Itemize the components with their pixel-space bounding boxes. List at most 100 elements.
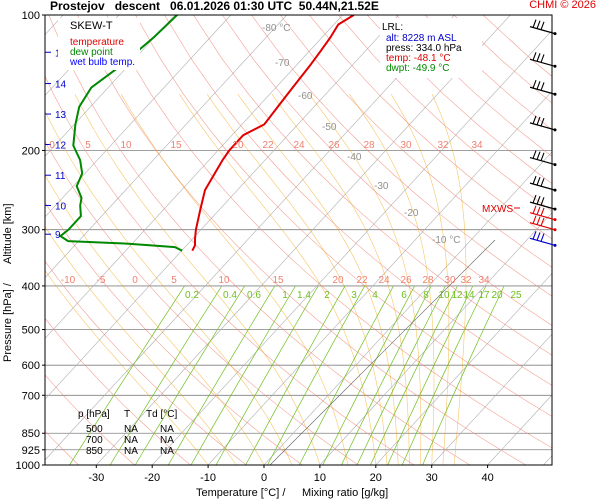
wind-barb-feather: [536, 81, 541, 90]
moist-adiabat-label: 28: [422, 275, 434, 286]
wind-barb-staff: [529, 182, 556, 191]
mixing-ratio-line: [267, 285, 366, 465]
dry-adiabat-label: -20: [404, 208, 419, 219]
wind-barb-feather: [540, 233, 545, 242]
moist-adiabat-label: 22: [356, 275, 368, 286]
wind-barb-feather: [536, 216, 541, 225]
moist-adiabat-line: [120, 94, 349, 465]
level-table: p [hPa] T Td [°C] 500 NA NA 700 NA NA 85…: [78, 409, 177, 457]
mixing-ratio-label: 17: [478, 290, 490, 301]
reference-line: [269, 239, 496, 465]
isotherm-line: [45, 15, 232, 218]
temperature-tick-label: 0: [261, 472, 267, 484]
legend-item-temperature: temperature: [70, 37, 124, 48]
legend-box: [58, 18, 140, 70]
wind-barb-feather: [536, 151, 541, 160]
mixing-ratio-label: 2: [324, 290, 330, 301]
y-axis-title-pressure: Pressure [hPa] /: [2, 282, 14, 362]
wind-barb: [529, 19, 557, 36]
mxws-label: MXWS: [482, 204, 513, 215]
mixing-ratio-line: [298, 285, 394, 465]
wind-barb-feather: [532, 80, 537, 89]
moist-adiabat-label: 0: [132, 275, 138, 286]
pressure-tick-label: 300: [22, 225, 40, 237]
mxws-marker: MXWS: [482, 204, 520, 215]
isotherm-line: [263, 151, 552, 465]
moist-adiabat-label: 32: [437, 140, 449, 151]
pressure-tick-label: 850: [22, 428, 40, 440]
wind-barb-staff: [529, 58, 556, 67]
level-table-header-t: T: [124, 409, 130, 420]
altitude-tick-label: 9: [55, 230, 61, 241]
wind-barb-feather: [540, 197, 545, 206]
wind-barb-feather: [540, 152, 545, 161]
wind-barb-station: [553, 207, 557, 211]
wind-barb-feather: [532, 215, 537, 224]
wind-barb-station: [553, 243, 557, 247]
level-table-header-td: Td [°C]: [146, 409, 177, 420]
lrl-altitude: alt: 8228 m ASL: [386, 33, 457, 44]
wind-barb-feather: [532, 52, 537, 61]
level-table-cell: NA: [160, 424, 174, 435]
mixing-ratio-label: 12: [451, 290, 463, 301]
legend-item-wet-bulb: wet bulb temp.: [69, 57, 135, 68]
lrl-box-background: [380, 18, 482, 78]
level-table-cell: 850: [86, 446, 103, 457]
moist-adiabat-label: 20: [332, 275, 344, 286]
dry-adiabat-line: [280, 15, 552, 268]
wind-barb: [529, 215, 557, 232]
altitude-tick-label: 10: [55, 201, 67, 212]
dry-adiabat-line: [77, 15, 527, 465]
wind-barb-staff: [529, 201, 556, 210]
moist-adiabat-line: [45, 110, 293, 465]
isotherm-line: [207, 90, 552, 465]
isotherm-line: [96, 15, 511, 465]
wind-barb-feather: [540, 54, 545, 63]
wind-barb-feather: [532, 175, 537, 185]
mixing-ratio-line: [322, 285, 415, 465]
wind-barb-staff: [529, 237, 556, 246]
isotherm-line: [45, 15, 287, 279]
moist-adiabat-label: 24: [378, 275, 390, 286]
moist-adiabat-line: [45, 270, 209, 465]
mixing-ratio-line: [422, 285, 505, 465]
dry-adiabat-label: -40: [347, 152, 362, 163]
dry-adiabat-label: -60: [298, 91, 313, 102]
wind-barbs: [529, 19, 557, 247]
mixing-ratio-line: [387, 285, 474, 465]
grid-lines: [45, 15, 552, 465]
level-table-cell: NA: [160, 446, 174, 457]
legend: SKEW-T temperature dew point wet bulb te…: [58, 18, 140, 70]
moist-adiabat-label: 26: [328, 140, 340, 151]
mixing-ratio-line: [356, 285, 446, 465]
wind-barb: [529, 194, 557, 211]
chart-title: Prostejov descent 06.01.2026 01:30 UTC 5…: [50, 0, 379, 13]
wind-barb-staff: [529, 157, 556, 166]
pressure-tick-label: 925: [22, 445, 40, 457]
pressure-tick-label: 200: [22, 145, 40, 157]
mixing-ratio-label: 10: [438, 290, 450, 301]
altitude-tick-label: 12: [55, 141, 67, 152]
mixing-ratio-label: 3: [351, 290, 357, 301]
moist-adiabat-label: 15: [272, 275, 284, 286]
moist-adiabat-label: 5: [85, 140, 91, 151]
pressure-tick-label: 500: [22, 325, 40, 337]
mixing-ratio-line: [190, 285, 296, 465]
chart-header: Prostejov descent 06.01.2026 01:30 UTC 5…: [0, 0, 600, 14]
temperature-tick-label: -10: [200, 472, 216, 484]
mixing-ratio-label: 6: [401, 290, 407, 301]
wind-barb-staff: [529, 122, 556, 131]
mixing-ratio-line: [215, 285, 319, 465]
altitude-tick-label: 13: [55, 110, 67, 121]
pressure-tick-label: 400: [22, 281, 40, 293]
level-table-cell: NA: [160, 435, 174, 446]
mixing-ratio-label: 8: [423, 290, 429, 301]
wind-barb-station: [553, 64, 557, 68]
wind-barb-station: [553, 32, 557, 36]
moist-adiabat-line: [45, 226, 237, 465]
profile-lines: [58, 15, 355, 252]
isotherm-line: [45, 15, 343, 339]
wind-barb-station: [553, 218, 557, 222]
moist-adiabat-line: [237, 94, 399, 465]
moist-adiabat-label: 30: [400, 140, 412, 151]
